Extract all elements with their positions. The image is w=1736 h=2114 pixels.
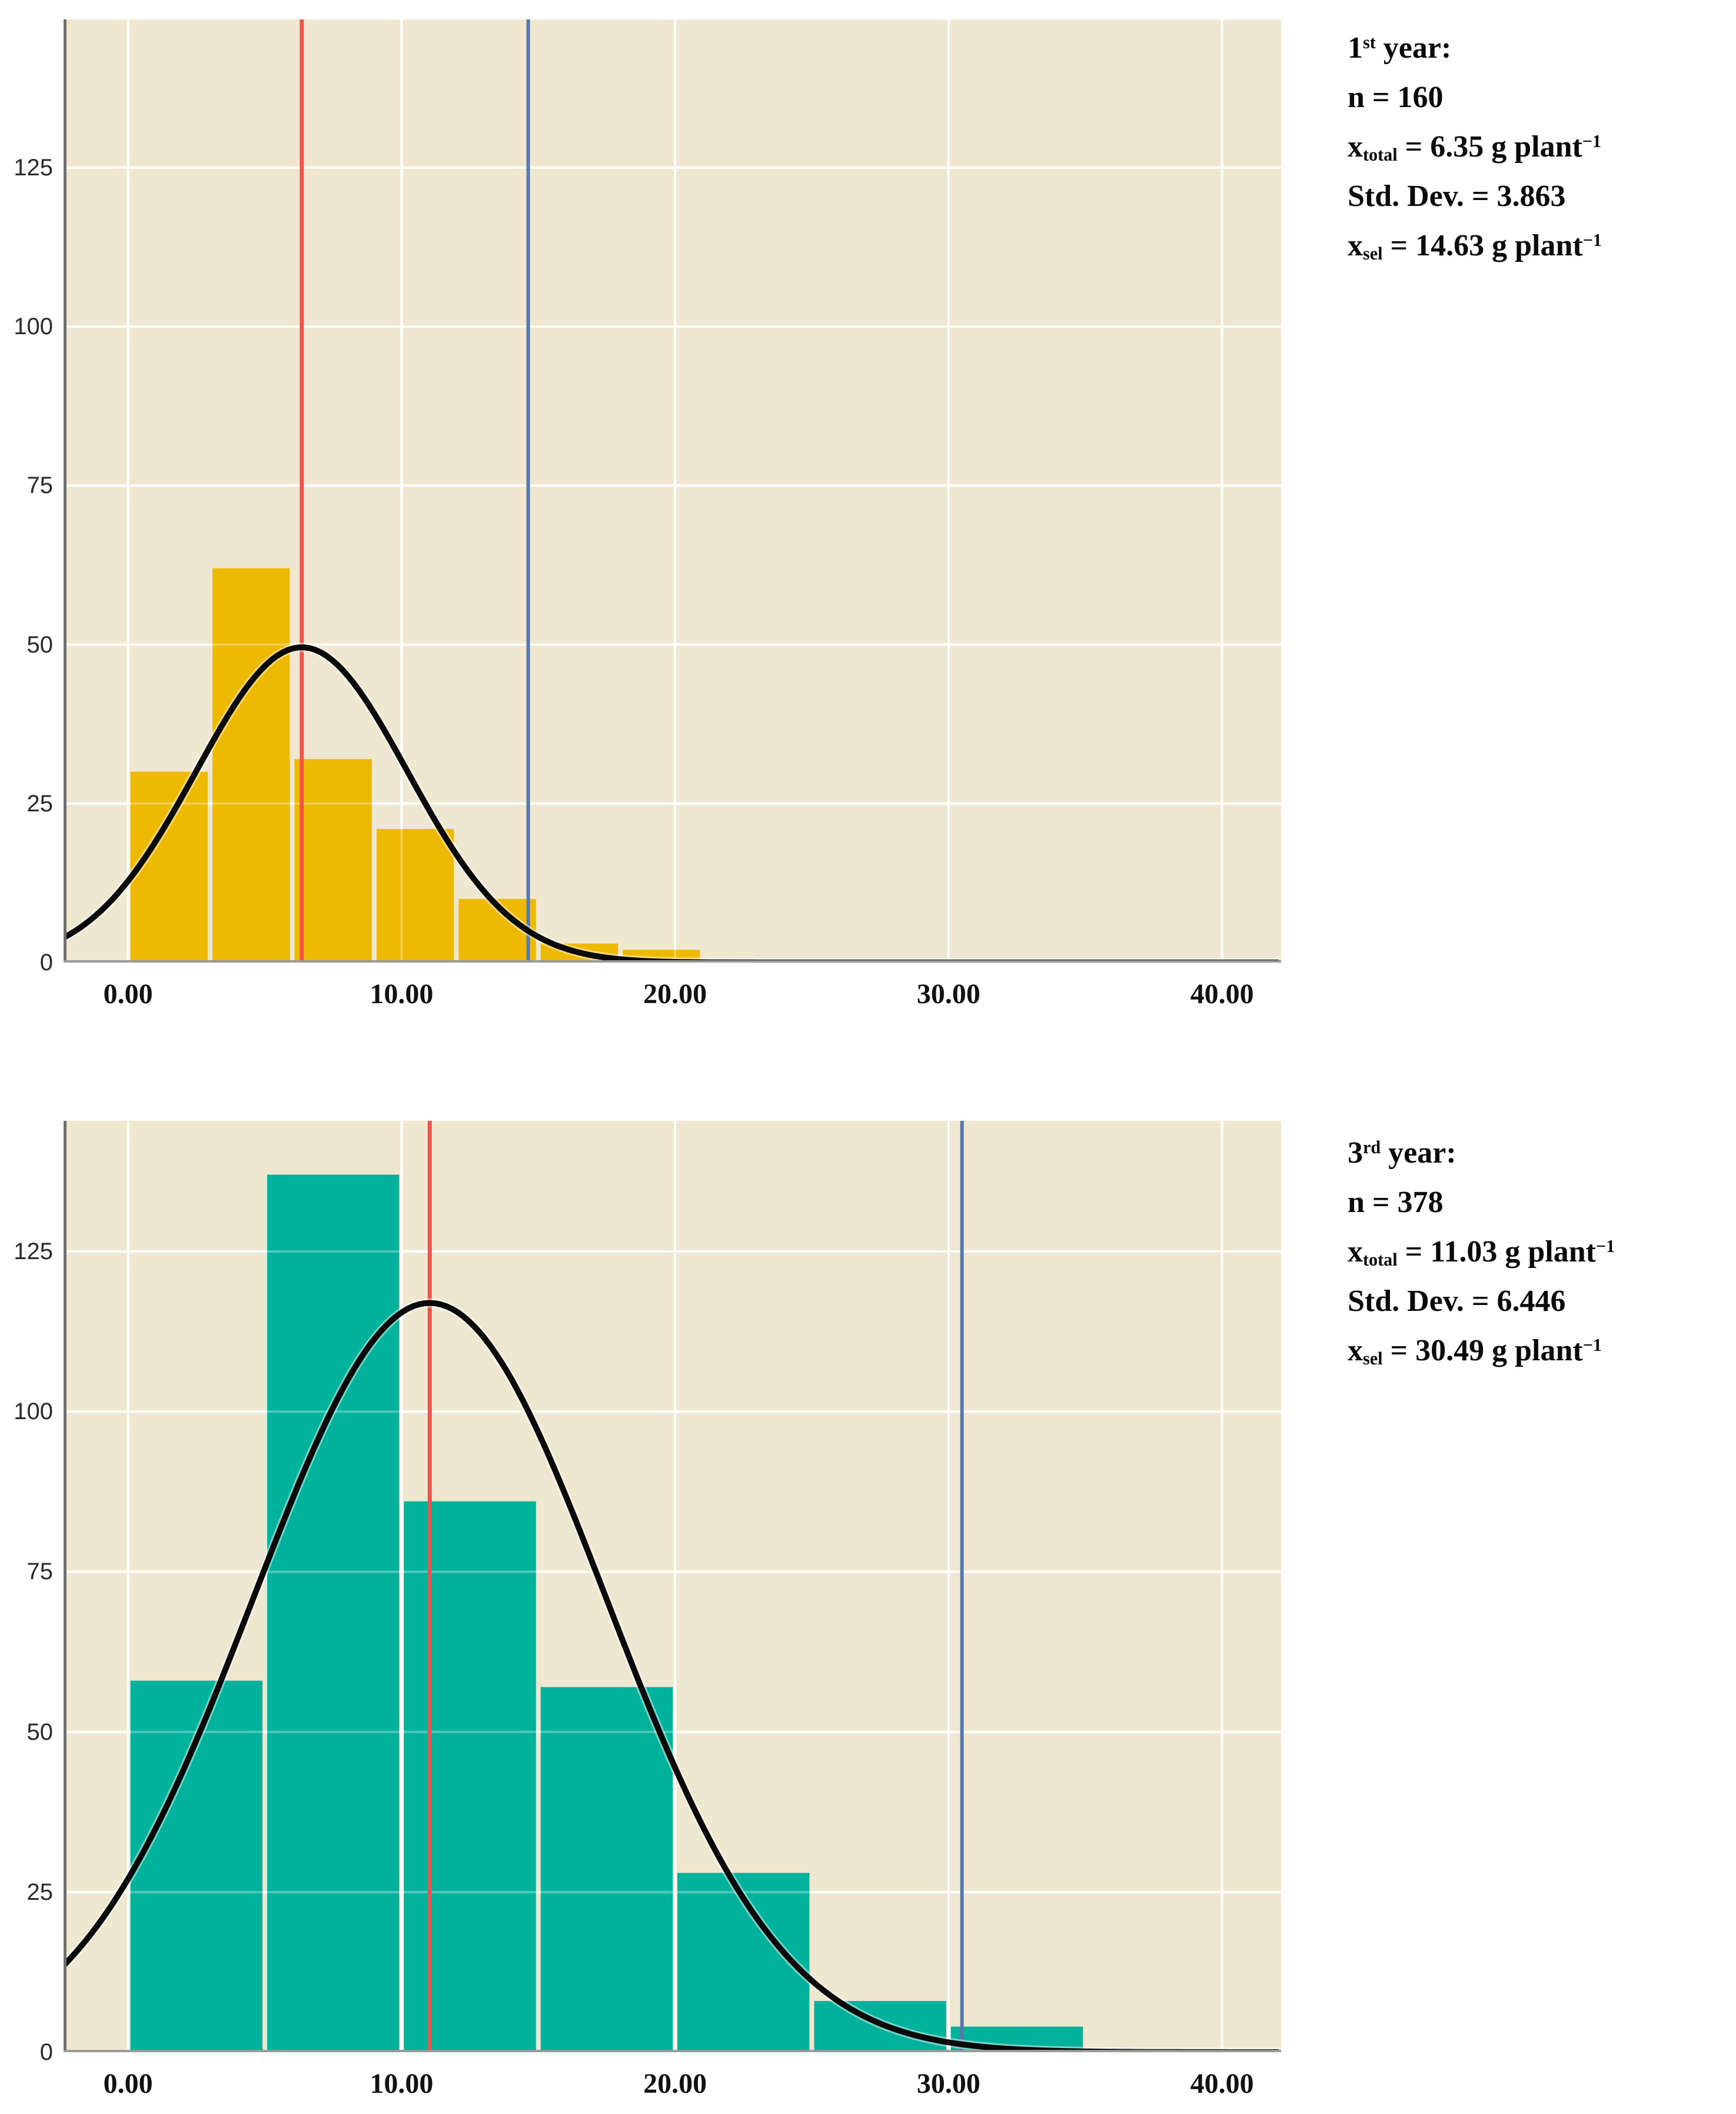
per-plant-exponent: −1 bbox=[1596, 1236, 1615, 1257]
x-sel-line: xsel = 30.49 g plant−1 bbox=[1348, 1326, 1615, 1376]
sel-subscript: sel bbox=[1363, 1348, 1383, 1369]
x-total-value: = 11.03 g plant bbox=[1397, 1235, 1596, 1269]
stats-annotation-year3: 3rd year: n = 378 xtotal = 11.03 g plant… bbox=[1348, 1128, 1615, 1376]
std-dev-line: Std. Dev. = 6.446 bbox=[1348, 1284, 1566, 1318]
histogram-bar bbox=[404, 1501, 536, 2052]
histogram-bar bbox=[294, 759, 372, 963]
year-number: 1 bbox=[1348, 31, 1363, 65]
x-tick-label: 0.00 bbox=[103, 978, 153, 1010]
histogram-bar bbox=[540, 1687, 673, 2052]
std-dev-line: Std. Dev. = 3.863 bbox=[1348, 179, 1566, 213]
x-sel-value: = 30.49 g plant bbox=[1382, 1334, 1583, 1367]
y-tick-label: 50 bbox=[26, 631, 54, 658]
year-title: 1st year: bbox=[1348, 24, 1602, 73]
per-plant-exponent: −1 bbox=[1582, 131, 1602, 152]
per-plant-exponent: −1 bbox=[1582, 230, 1602, 251]
x-total-line: xtotal = 11.03 g plant−1 bbox=[1348, 1227, 1615, 1277]
total-subscript: total bbox=[1363, 144, 1398, 165]
histogram-svg bbox=[64, 19, 1281, 963]
x-tick-label: 30.00 bbox=[916, 2068, 980, 2099]
ordinal-suffix: rd bbox=[1363, 1137, 1381, 1158]
x-tick-label: 10.00 bbox=[370, 2068, 434, 2099]
y-tick-label: 50 bbox=[26, 1719, 54, 1745]
x-sel-line: xsel = 14.63 g plant−1 bbox=[1348, 221, 1602, 271]
y-tick-label: 0 bbox=[39, 950, 53, 976]
year-word: year: bbox=[1381, 1136, 1456, 1170]
y-tick-label: 25 bbox=[26, 790, 54, 817]
histogram-svg bbox=[64, 1121, 1281, 2052]
x-tick-label: 0.00 bbox=[103, 2068, 153, 2099]
n-line: n = 160 bbox=[1348, 81, 1444, 114]
y-tick-label: 100 bbox=[14, 1399, 53, 1425]
histogram-bar bbox=[376, 829, 454, 963]
year-number: 3 bbox=[1348, 1136, 1363, 1170]
x-tick-label: 10.00 bbox=[370, 978, 434, 1010]
total-subscript: total bbox=[1363, 1249, 1398, 1270]
histogram-bar bbox=[212, 568, 290, 963]
x-tick-label: 20.00 bbox=[643, 2068, 707, 2099]
y-tick-label: 125 bbox=[14, 154, 53, 181]
ordinal-suffix: st bbox=[1363, 32, 1376, 53]
x-tick-label: 40.00 bbox=[1190, 2068, 1254, 2099]
x-symbol: x bbox=[1348, 130, 1363, 164]
year-word: year: bbox=[1375, 31, 1452, 65]
per-plant-exponent: −1 bbox=[1582, 1335, 1602, 1356]
x-tick-label: 30.00 bbox=[916, 978, 980, 1010]
n-line: n = 378 bbox=[1348, 1186, 1444, 1219]
histogram-bar bbox=[130, 771, 208, 963]
x-symbol: x bbox=[1348, 1235, 1363, 1269]
y-tick-label: 75 bbox=[26, 1559, 54, 1585]
x-tick-label: 20.00 bbox=[643, 978, 707, 1010]
y-tick-label: 100 bbox=[14, 314, 53, 340]
x-tick-label: 40.00 bbox=[1190, 978, 1254, 1010]
plot-area-year3 bbox=[64, 1121, 1281, 2052]
stats-annotation-year1: 1st year: n = 160 xtotal = 6.35 g plant−… bbox=[1348, 24, 1602, 271]
y-tick-label: 75 bbox=[26, 472, 54, 499]
histogram-bar bbox=[267, 1174, 400, 2052]
sel-subscript: sel bbox=[1363, 243, 1383, 264]
year-title: 3rd year: bbox=[1348, 1128, 1615, 1178]
x-total-line: xtotal = 6.35 g plant−1 bbox=[1348, 122, 1602, 172]
x-symbol: x bbox=[1348, 229, 1363, 262]
x-symbol: x bbox=[1348, 1334, 1363, 1367]
plot-area-year1 bbox=[64, 19, 1281, 963]
y-tick-label: 0 bbox=[39, 2039, 53, 2065]
y-tick-label: 125 bbox=[14, 1239, 53, 1265]
x-sel-value: = 14.63 g plant bbox=[1382, 229, 1583, 262]
y-tick-label: 25 bbox=[26, 1879, 54, 1905]
x-total-value: = 6.35 g plant bbox=[1397, 130, 1582, 164]
